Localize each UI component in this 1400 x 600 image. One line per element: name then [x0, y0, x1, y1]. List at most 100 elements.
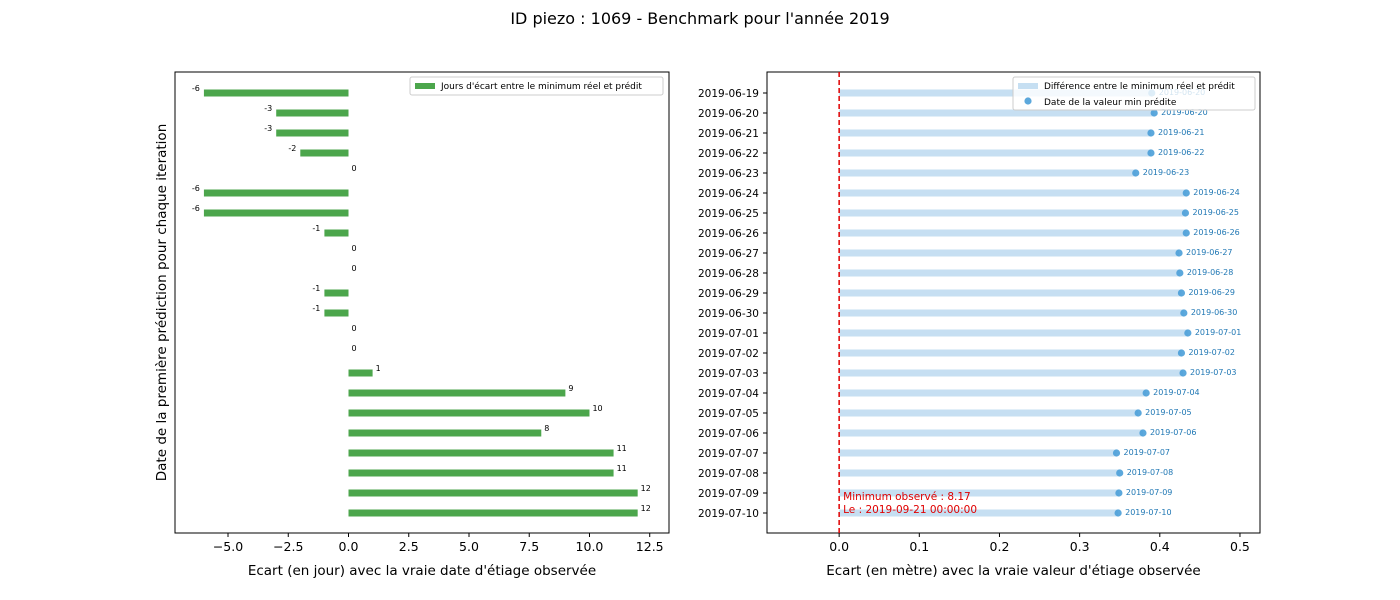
right-bar	[839, 429, 1143, 437]
right-bar	[839, 389, 1147, 397]
right-x-tick-label: 0.4	[1150, 539, 1170, 554]
right-x-tick-label: 0.2	[990, 539, 1010, 554]
right-point-label: 2019-06-22	[1158, 148, 1205, 157]
right-point	[1115, 489, 1123, 497]
right-y-tick-label: 2019-06-20	[698, 108, 759, 120]
right-y-tick-label: 2019-07-08	[698, 468, 759, 480]
right-y-tick-label: 2019-06-23	[698, 168, 759, 180]
left-x-tick-label: 12.5	[636, 539, 664, 554]
right-point	[1176, 269, 1184, 277]
right-point-label: 2019-07-06	[1150, 428, 1197, 437]
right-legend-swatch-bar	[1018, 83, 1038, 89]
right-point	[1116, 469, 1124, 477]
left-bar-value-label: -1	[312, 284, 320, 293]
right-x-tick-label: 0.1	[909, 539, 929, 554]
right-bar	[839, 169, 1136, 177]
left-bar	[203, 89, 349, 97]
left-bar-value-label: -6	[192, 184, 200, 193]
right-point-label: 2019-06-26	[1193, 228, 1240, 237]
right-point	[1150, 109, 1158, 117]
left-bar	[348, 369, 373, 377]
right-annotation-line-1: Minimum observé : 8.17	[843, 491, 971, 503]
right-bar	[839, 409, 1139, 417]
left-x-tick-label: 0.0	[339, 539, 359, 554]
right-legend-box	[1012, 76, 1256, 111]
right-bar	[839, 369, 1184, 377]
right-bar	[839, 249, 1180, 257]
left-bar-value-label: 10	[592, 404, 602, 413]
left-bar	[276, 129, 349, 137]
right-y-tick-label: 2019-06-21	[698, 128, 759, 140]
right-point-label: 2019-07-09	[1126, 488, 1173, 497]
right-point-label: 2019-06-25	[1192, 208, 1239, 217]
left-bar-value-label: 11	[617, 444, 627, 453]
right-y-tick-label: 2019-07-06	[698, 428, 759, 440]
left-x-tick-label: 10.0	[576, 539, 604, 554]
left-chart-days-offset: −5.0 −2.5 0.0 2.5 5.0 7.5 10.0 12.5 Ecart (en jo…	[154, 71, 670, 579]
right-point	[1134, 409, 1142, 417]
right-x-tick-label: 0.5	[1230, 539, 1250, 554]
left-bar-value-label: 0	[352, 324, 357, 333]
right-point	[1132, 169, 1140, 177]
right-y-tick-label: 2019-07-04	[698, 388, 759, 400]
left-bar	[276, 109, 349, 117]
left-bar	[203, 189, 349, 197]
left-bar-value-label: 0	[352, 264, 357, 273]
left-bar	[348, 469, 614, 477]
right-y-tick-label: 2019-06-19	[698, 88, 759, 100]
right-point	[1112, 449, 1121, 457]
left-bar	[348, 429, 542, 437]
right-bar	[839, 289, 1182, 297]
left-x-tick-label: 7.5	[519, 539, 539, 554]
left-bar-value-label: 1	[376, 364, 381, 373]
left-legend-swatch	[415, 83, 435, 89]
right-point-label: 2019-07-08	[1127, 468, 1174, 477]
right-y-tick-label: 2019-06-24	[698, 188, 759, 200]
left-bar-value-label: -3	[264, 104, 272, 113]
left-x-axis-label: Ecart (en jour) avec la vraie date d'éti…	[248, 563, 596, 579]
left-bar	[348, 409, 590, 417]
left-bar	[324, 289, 349, 297]
right-point-label: 2019-07-03	[1190, 368, 1237, 377]
left-x-tick-label: −2.5	[273, 539, 303, 554]
right-point	[1147, 149, 1155, 157]
right-y-tick-label: 2019-07-07	[698, 448, 759, 460]
right-x-axis-label: Ecart (en mètre) avec la vraie valeur d'…	[826, 563, 1201, 579]
right-point	[1179, 369, 1187, 377]
right-bar	[839, 89, 1152, 97]
right-point	[1181, 209, 1190, 217]
right-point-label: 2019-06-21	[1158, 128, 1205, 137]
right-y-tick-label: 2019-07-09	[698, 488, 759, 500]
right-annotation-line-2: Le : 2019-09-21 00:00:00	[843, 504, 977, 516]
right-legend: Différence entre le minimum réel et préd…	[1012, 76, 1256, 111]
right-bar	[839, 269, 1180, 277]
right-y-tick-label: 2019-06-26	[698, 228, 759, 240]
right-bar	[839, 449, 1117, 457]
left-bar-value-label: 12	[641, 504, 651, 513]
right-axes-frame	[766, 71, 1261, 534]
right-point	[1175, 249, 1183, 257]
right-point	[1177, 349, 1186, 357]
right-point-label: 2019-06-23	[1143, 168, 1190, 177]
right-bar	[839, 129, 1151, 137]
right-point-label: 2019-06-20	[1161, 108, 1208, 117]
right-point-label: 2019-07-01	[1195, 328, 1242, 337]
left-legend-label: Jours d'écart entre le minimum réel et p…	[440, 81, 642, 92]
right-point-label: 2019-06-29	[1188, 288, 1235, 297]
right-y-tick-label: 2019-07-05	[698, 408, 759, 420]
right-point	[1139, 429, 1147, 437]
right-bar	[839, 469, 1120, 477]
right-point-label: 2019-07-07	[1124, 448, 1171, 457]
right-bar	[839, 209, 1186, 217]
left-bar-value-label: -3	[264, 124, 272, 133]
right-y-tick-label: 2019-06-25	[698, 208, 759, 220]
right-legend-label-bar: Différence entre le minimum réel et préd…	[1044, 81, 1235, 92]
right-legend-label-point: Date de la valeur min prédite	[1044, 97, 1177, 108]
right-legend-swatch-point	[1024, 97, 1032, 105]
right-y-tick-label: 2019-06-29	[698, 288, 759, 300]
right-point	[1142, 389, 1150, 397]
left-x-tick-label: −5.0	[213, 539, 243, 554]
right-y-tick-label: 2019-06-28	[698, 268, 759, 280]
right-y-tick-label: 2019-07-10	[698, 508, 759, 520]
